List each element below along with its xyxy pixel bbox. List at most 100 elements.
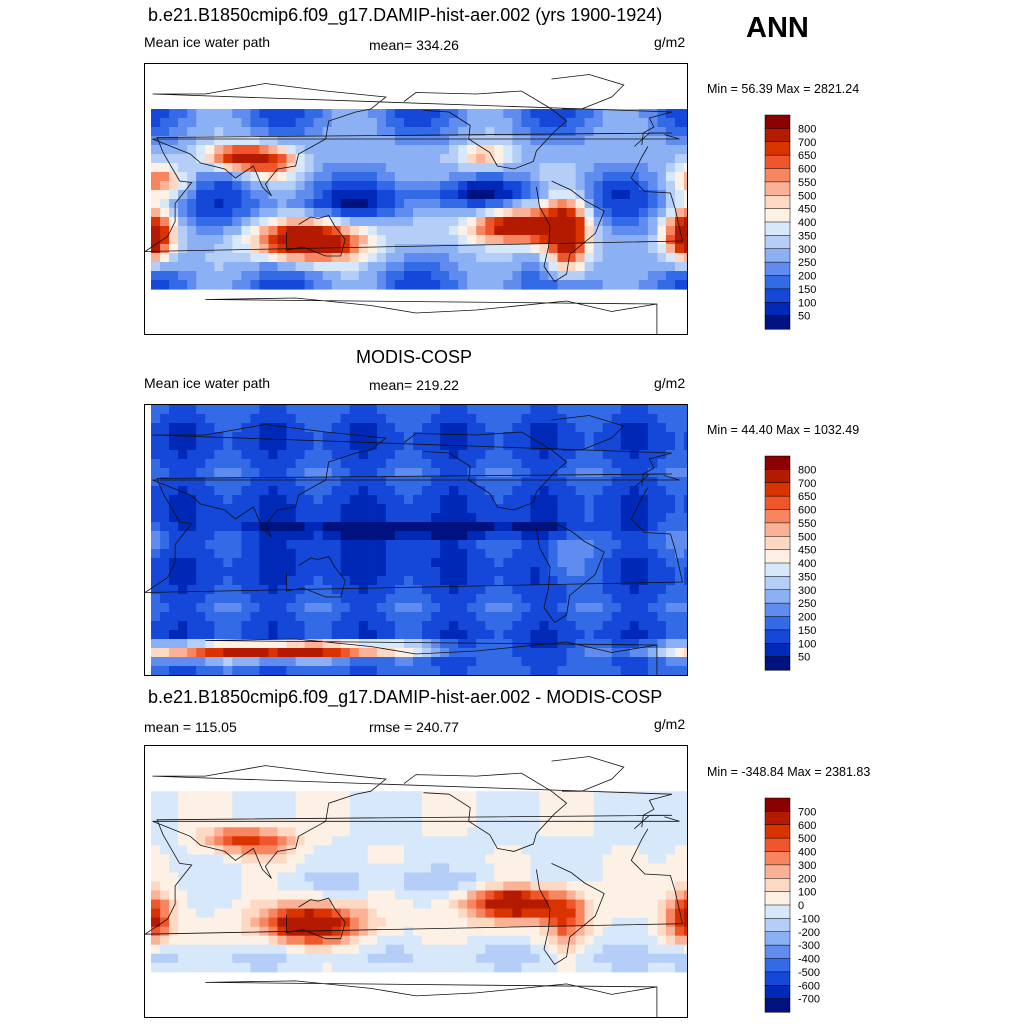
heatmap-cell [467,244,477,254]
heatmap-cell [295,872,306,883]
heatmap-cell [467,181,477,191]
heatmap-cell [178,244,188,254]
heatmap-cell [620,208,631,218]
heatmap-cell [530,145,540,155]
heatmap-cell [241,181,251,191]
heatmap-cell [367,962,378,973]
heatmap-cell [521,154,531,164]
heatmap-cell [313,612,324,622]
heatmap-cell [404,827,414,837]
heatmap-cell [494,935,504,946]
heatmap-cell [205,585,215,595]
heatmap-cell [250,405,260,415]
heatmap-cell [331,271,342,281]
heatmap-cell [250,163,260,173]
heatmap-cell [530,935,540,946]
heatmap-cell [250,612,260,622]
heatmap-cell [431,513,441,523]
heatmap-cell [476,495,486,505]
heatmap-cell [304,172,315,182]
heatmap-cell [611,271,622,281]
heatmap-cell [404,441,414,451]
heatmap-cell [611,603,622,613]
heatmap-cell [223,603,233,613]
heatmap-cell [331,181,342,191]
heatmap-cell [675,944,685,955]
heatmap-cell [467,118,477,128]
heatmap-cell [530,441,540,451]
heatmap-cell [394,630,405,640]
heatmap-cell [223,531,233,541]
heatmap-cell [584,217,595,227]
heatmap-cell [476,908,486,919]
heatmap-cell [656,145,667,155]
heatmap-cell [467,944,477,955]
heatmap-cell [512,926,522,937]
heatmap-cell [367,226,378,236]
heatmap-cell [178,854,188,864]
heatmap-cell [476,450,486,460]
heatmap-cell [602,235,613,245]
heatmap-cell [160,953,170,964]
heatmap-cell [485,145,495,155]
heatmap-cell [521,809,531,819]
heatmap-cell [656,450,667,460]
heatmap-cell [602,872,613,883]
heatmap-cell [196,558,206,568]
heatmap-cell [223,145,233,155]
heatmap-cell [557,208,568,218]
heatmap-cell [503,495,513,505]
heatmap-cell [431,962,441,973]
heatmap-cell [503,899,513,910]
heatmap-cell [331,118,342,128]
heatmap-cell [485,944,495,955]
heatmap-cell [566,791,577,801]
heatmap-cell [187,163,197,173]
heatmap-cell [629,459,640,469]
heatmap-cell [295,181,306,191]
heatmap-cell [277,648,288,658]
heatmap-cell [422,881,432,892]
panel-2-mean: mean= 219.22 [369,377,459,393]
heatmap-cell [548,800,559,810]
heatmap-cell [178,172,188,182]
heatmap-cell [422,576,432,586]
heatmap-cell [548,127,559,137]
heatmap-cell [629,477,640,487]
heatmap-cell [331,244,342,254]
heatmap-cell [512,791,522,801]
heatmap-cell [467,791,477,801]
heatmap-cell [422,405,432,415]
heatmap-cell [259,163,269,173]
heatmap-cell [313,109,324,119]
heatmap-cell [404,459,414,469]
heatmap-cell [431,181,441,191]
heatmap-cell [331,818,342,828]
heatmap-cell [331,280,342,290]
heatmap-cell [431,163,441,173]
heatmap-cell [566,226,577,236]
heatmap-cell [548,262,559,272]
heatmap-cell [394,118,405,128]
heatmap-cell [241,208,251,218]
heatmap-cell [404,199,414,209]
colorbar-swatch [764,824,791,839]
heatmap-cell [223,854,233,864]
heatmap-cell [521,280,531,290]
heatmap-cell [675,935,685,946]
heatmap-cell [404,809,414,819]
heatmap-cell [349,262,360,272]
heatmap-cell [259,576,269,586]
heatmap-cell [151,639,161,649]
heatmap-cell [485,172,495,182]
heatmap-cell [638,477,649,487]
heatmap-cell [584,863,595,873]
heatmap-cell [575,145,586,155]
heatmap-cell [214,468,224,478]
heatmap-cell [286,836,297,846]
heatmap-cell [385,908,396,919]
heatmap-cell [286,549,297,559]
heatmap-cell [232,594,242,604]
heatmap-cell [638,450,649,460]
heatmap-cell [584,594,595,604]
